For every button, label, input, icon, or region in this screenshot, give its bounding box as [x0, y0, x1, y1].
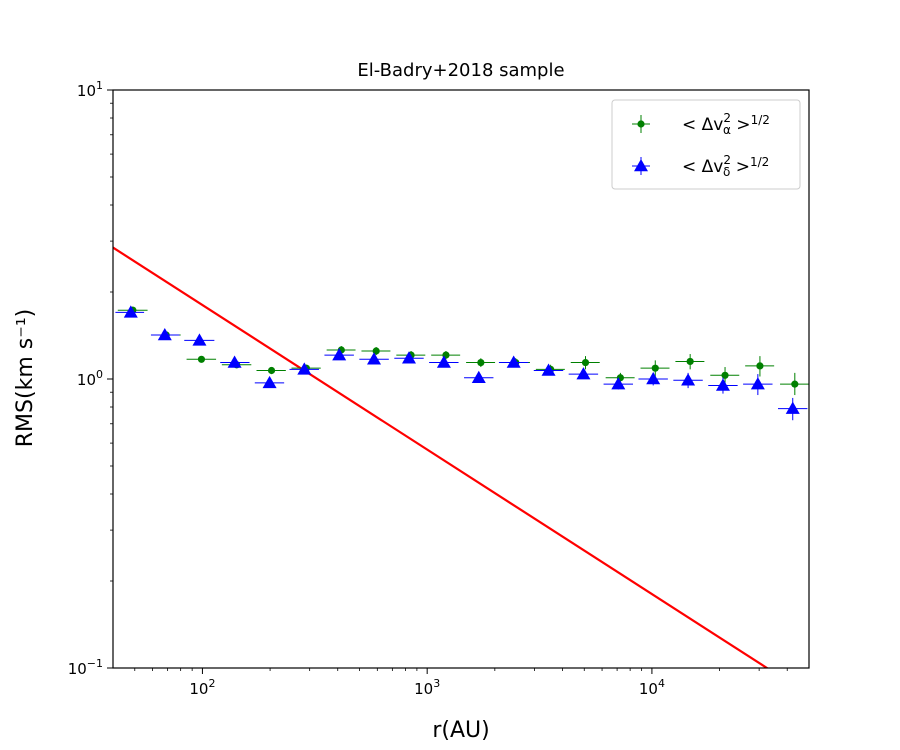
legend: < Δv2 α >1/2 < Δv2 δ >1/2: [611, 99, 801, 190]
chart-title: El-Badry+2018 sample: [357, 60, 564, 81]
series-delta: [115, 305, 808, 421]
point-alpha-2: [197, 355, 206, 363]
y-tick-label-1: 100: [77, 368, 103, 389]
plot-area: [113, 246, 809, 668]
point-alpha-4: [267, 366, 276, 375]
model-line: [113, 246, 769, 668]
y-tick-label-0: 10−1: [68, 657, 103, 678]
y-axis-label: RMS(km s⁻¹): [13, 309, 38, 447]
point-delta-3: [227, 355, 242, 368]
axis-ticks: 102 103 104 10−1 100 101: [68, 79, 788, 698]
point-delta-4: [262, 375, 277, 389]
point-delta-1: [157, 327, 172, 341]
point-delta-8: [401, 351, 416, 364]
point-delta-7: [367, 352, 382, 365]
legend-label-delta: < Δv2 δ >1/2: [682, 153, 769, 179]
point-alpha-15: [651, 364, 659, 372]
point-delta-10: [471, 370, 486, 384]
legend-marker-alpha: [637, 120, 645, 128]
point-delta-9: [436, 355, 451, 368]
point-delta-6: [332, 348, 347, 361]
point-alpha-17: [721, 371, 729, 379]
legend-marker-delta: [634, 159, 648, 172]
point-delta-16: [681, 373, 696, 386]
point-delta-13: [576, 367, 591, 380]
series-alpha: [117, 306, 809, 396]
point-delta-14: [611, 377, 626, 390]
legend-box: [611, 99, 801, 190]
point-delta-5: [297, 362, 312, 375]
point-alpha-16: [686, 357, 694, 366]
x-axis-label: r(AU): [432, 718, 489, 743]
legend-label-alpha: < Δv2 α >1/2: [682, 111, 770, 137]
point-delta-12: [541, 363, 556, 376]
point-delta-15: [646, 372, 661, 385]
point-delta-2: [192, 333, 207, 346]
point-delta-19: [785, 401, 800, 414]
point-alpha-10: [477, 358, 485, 367]
y-tick-label-2: 101: [77, 79, 103, 100]
point-alpha-7: [372, 347, 380, 355]
point-alpha-19: [791, 380, 799, 388]
point-delta-0: [123, 305, 138, 318]
x-tick-label-1: 103: [414, 677, 440, 698]
point-delta-17: [715, 378, 730, 391]
point-alpha-18: [756, 362, 764, 370]
point-delta-11: [506, 355, 521, 368]
point-delta-18: [750, 377, 765, 390]
x-tick-label-2: 104: [639, 677, 665, 698]
x-tick-label-0: 102: [189, 677, 215, 698]
point-alpha-13: [581, 358, 590, 367]
